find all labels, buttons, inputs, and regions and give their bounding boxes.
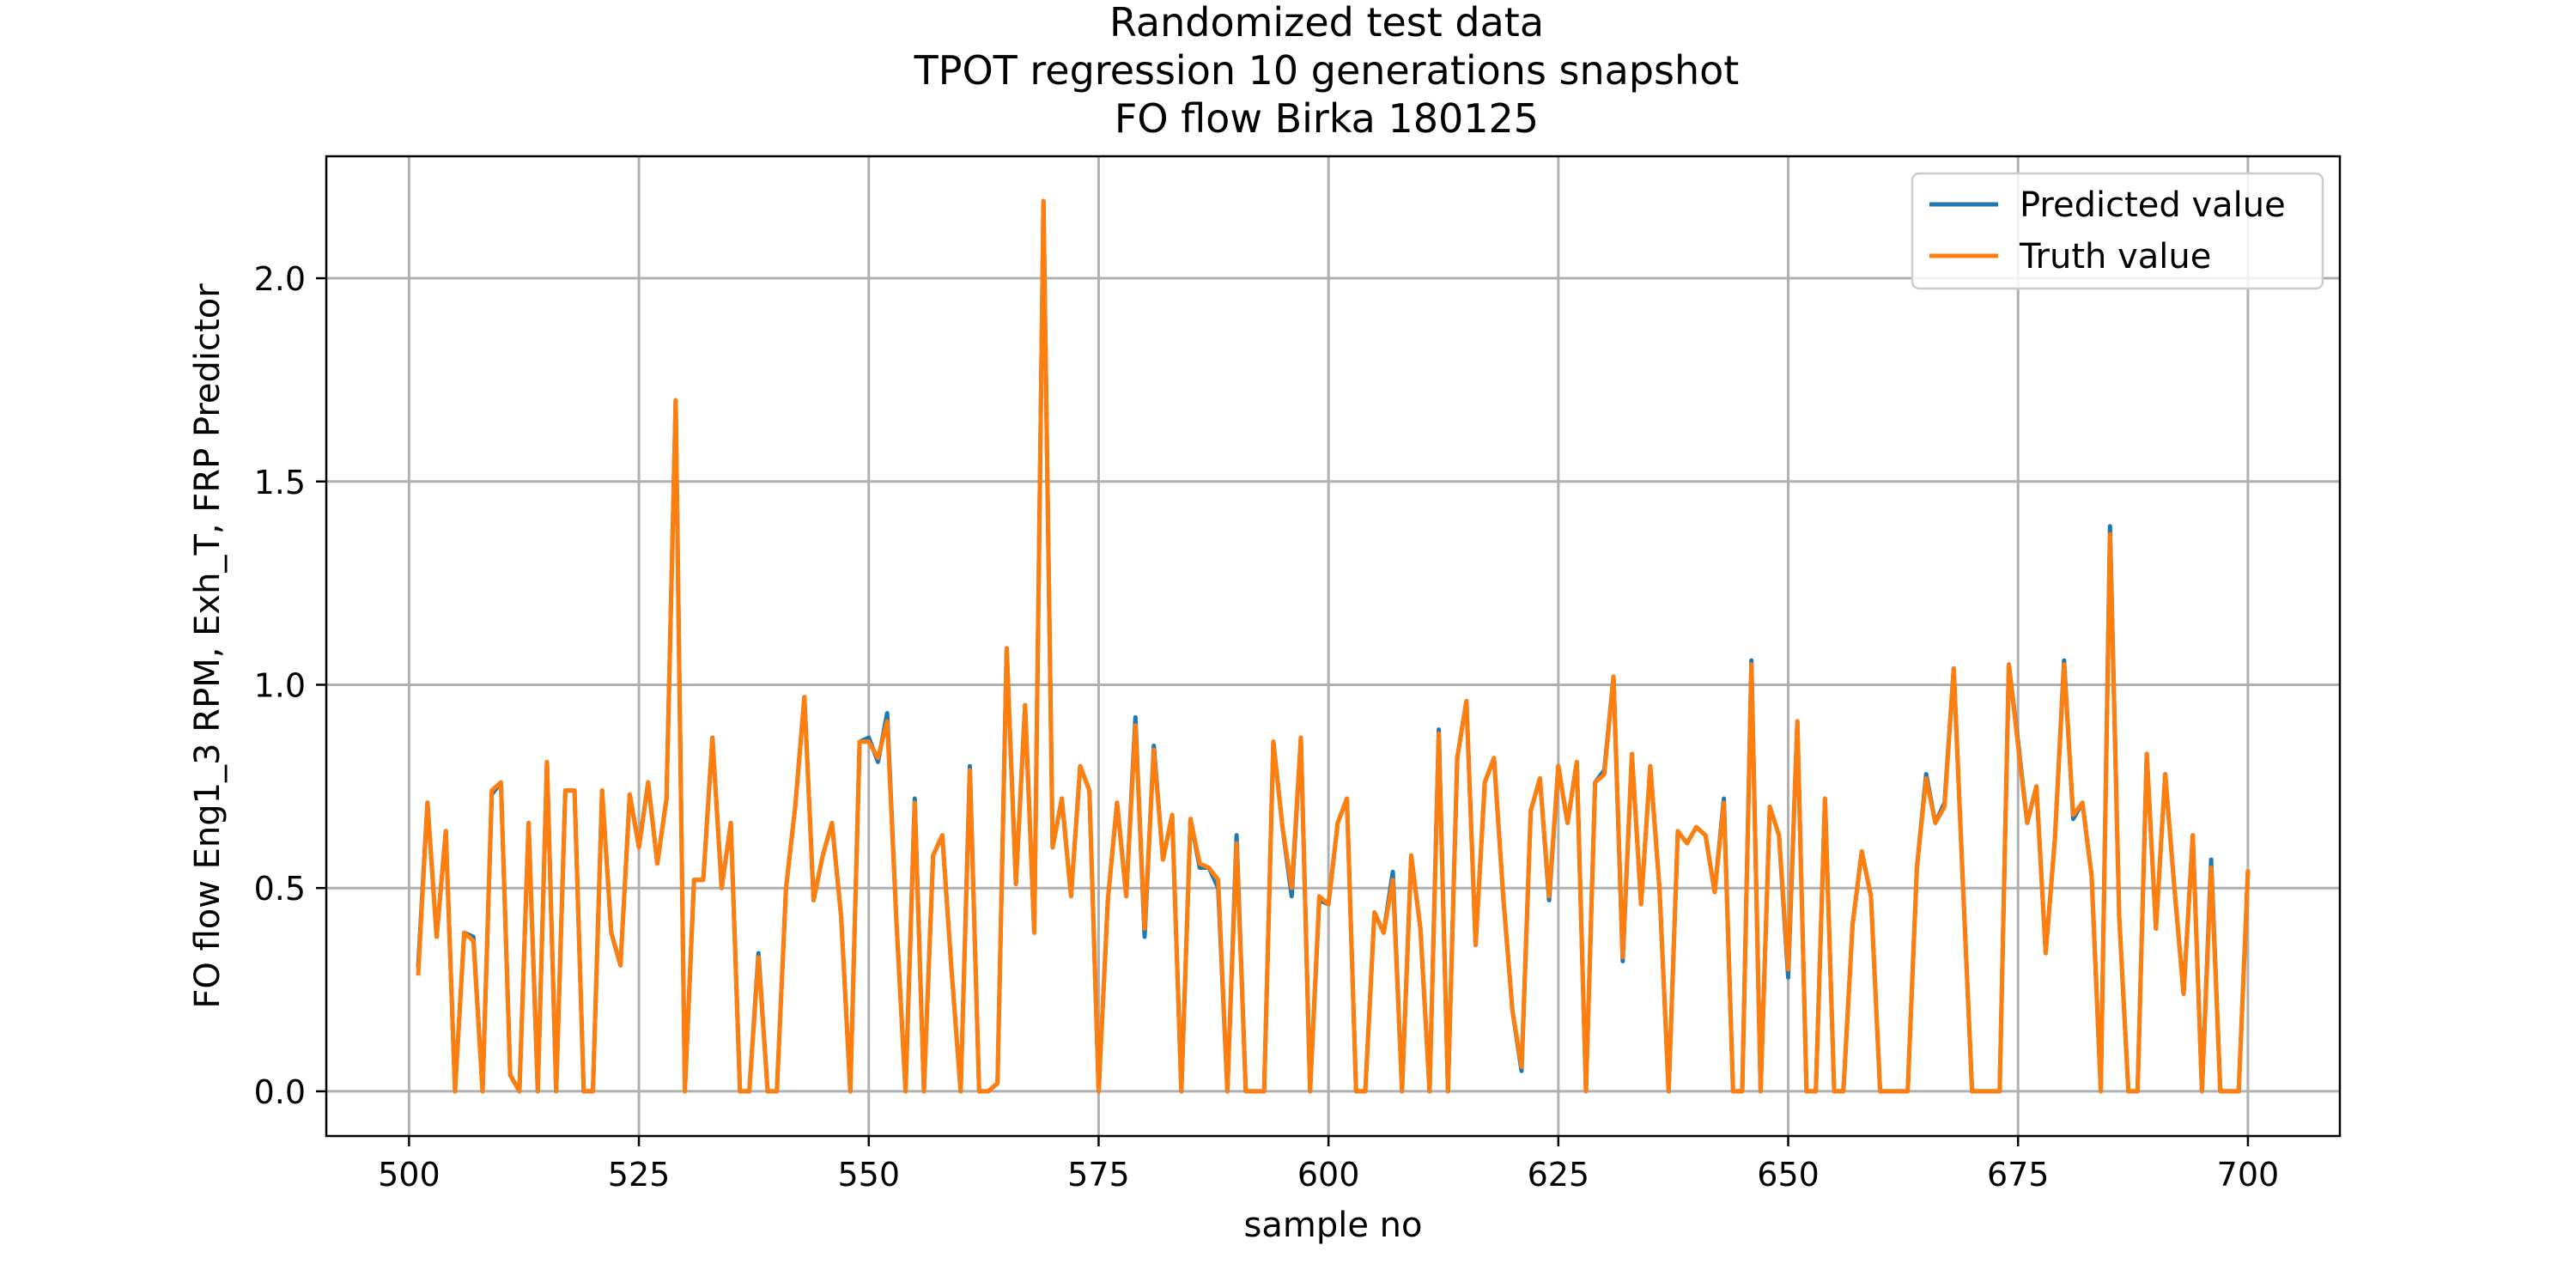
y-tick-label: 1.5 xyxy=(254,464,306,501)
series-lines xyxy=(416,198,2251,1094)
x-tick-label: 700 xyxy=(2217,1156,2280,1194)
y-tick-label: 2.0 xyxy=(254,260,306,298)
chart-title: Randomized test data TPOT regression 10 … xyxy=(914,0,1740,142)
y-tick-label: 0.0 xyxy=(254,1073,306,1111)
x-tick-label: 500 xyxy=(378,1156,440,1194)
x-axis-label: sample no xyxy=(1244,1206,1423,1245)
legend: Predicted value Truth value xyxy=(1911,172,2324,290)
y-tick-label: 0.5 xyxy=(254,870,306,908)
x-tick-label: 675 xyxy=(1987,1156,2050,1194)
x-tick-label: 575 xyxy=(1067,1156,1130,1194)
x-tick-label: 600 xyxy=(1297,1156,1360,1194)
y-axis-ticks: 0.0 0.5 1.0 1.5 2.0 xyxy=(254,260,326,1111)
x-tick-label: 625 xyxy=(1528,1156,1590,1194)
legend-label: Truth value xyxy=(2019,237,2211,276)
x-axis-ticks: 500 525 550 575 600 625 650 675 700 xyxy=(378,1136,2279,1194)
chart-title-line-2: TPOT regression 10 generations snapshot xyxy=(914,47,1740,94)
legend-label: Predicted value xyxy=(2020,185,2286,225)
x-tick-label: 550 xyxy=(837,1156,900,1194)
y-tick-label: 1.0 xyxy=(254,666,306,704)
x-tick-label: 650 xyxy=(1757,1156,1820,1194)
grid-lines xyxy=(326,156,2340,1136)
series-line-truth xyxy=(416,198,2251,1094)
plot-area-frame xyxy=(325,155,2342,1138)
legend-box xyxy=(1911,172,2324,290)
chart-title-line-1: Randomized test data xyxy=(1109,0,1544,46)
chart-title-line-3: FO flow Birka 180125 xyxy=(1115,95,1539,142)
y-axis-label: FO flow Eng1_3 RPM, Exh_T, FRP Predictor xyxy=(188,283,228,1009)
x-tick-label: 525 xyxy=(608,1156,671,1194)
